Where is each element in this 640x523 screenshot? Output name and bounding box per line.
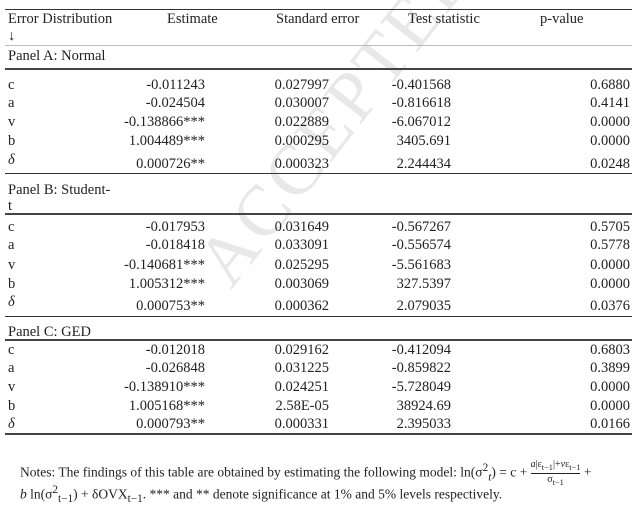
std-error-cell: 0.027997: [274, 77, 329, 93]
header-error-distribution: Error Distribution: [8, 11, 113, 27]
p-value-cell: 0.5705: [590, 219, 630, 235]
header-p-value: p-value: [540, 11, 584, 27]
p-value-cell: 0.6803: [590, 342, 630, 358]
param-label: b: [8, 276, 16, 292]
down-arrow-icon: ↓: [8, 28, 16, 44]
p-value-cell: 0.6880: [590, 77, 630, 93]
header-test-statistic: Test statistic: [408, 11, 480, 27]
estimate-cell: -0.138910***: [124, 379, 205, 395]
std-error-cell: 0.033091: [274, 237, 329, 253]
std-error-cell: 0.024251: [274, 379, 329, 395]
estimate-cell: 1.004489***: [128, 133, 205, 149]
panel-bottom-rule: [5, 433, 632, 435]
panel-title: Panel B: Student-: [8, 182, 111, 198]
param-label: a: [8, 360, 15, 376]
param-label: c: [8, 342, 15, 358]
std-error-cell: 0.000331: [274, 416, 329, 432]
p-value-cell: 0.0376: [590, 298, 630, 314]
p-value-cell: 0.0000: [590, 398, 630, 414]
estimate-cell: -0.026848: [145, 360, 205, 376]
test-statistic-cell: -6.067012: [391, 114, 451, 130]
header-divider: [5, 45, 632, 46]
table-notes-line2: b ln(σ2t−1) + δOVXt−1. *** and ** denote…: [20, 484, 503, 506]
std-error-cell: 0.000295: [274, 133, 329, 149]
p-value-cell: 0.0000: [590, 276, 630, 292]
panel-title-continued: t: [8, 198, 13, 214]
panel-title: Panel C: GED: [8, 324, 91, 340]
header-estimate: Estimate: [167, 11, 218, 27]
panel-rule: [5, 213, 632, 215]
p-value-cell: 0.4141: [590, 95, 630, 111]
param-label: a: [8, 95, 15, 111]
std-error-cell: 0.000362: [274, 298, 329, 314]
test-statistic-cell: 2.395033: [396, 416, 451, 432]
std-error-cell: 0.031225: [274, 360, 329, 376]
std-error-cell: 0.031649: [274, 219, 329, 235]
test-statistic-cell: 2.244434: [396, 156, 451, 172]
estimate-cell: 0.000753**: [136, 298, 205, 314]
p-value-cell: 0.3899: [590, 360, 630, 376]
test-statistic-cell: -0.401568: [391, 77, 451, 93]
test-statistic-cell: -5.561683: [391, 257, 451, 273]
param-label: b: [8, 133, 16, 149]
p-value-cell: 0.0166: [590, 416, 630, 432]
param-label: c: [8, 77, 15, 93]
param-label: v: [8, 379, 16, 395]
estimate-cell: -0.012018: [145, 342, 205, 358]
header-standard-error: Standard error: [276, 11, 360, 27]
test-statistic-cell: 327.5397: [396, 276, 451, 292]
param-label: δ: [8, 416, 15, 432]
std-error-cell: 0.000323: [274, 156, 329, 172]
param-label: δ: [8, 294, 15, 310]
table-notes-line1: Notes: The findings of this table are ob…: [20, 459, 592, 487]
test-statistic-cell: 2.079035: [396, 298, 451, 314]
std-error-cell: 0.025295: [274, 257, 329, 273]
top-rule: [5, 9, 632, 10]
estimate-cell: 1.005168***: [128, 398, 205, 414]
estimate-cell: -0.011243: [146, 77, 205, 93]
param-label: c: [8, 219, 15, 235]
std-error-cell: 2.58E-05: [275, 398, 329, 414]
test-statistic-cell: 3405.691: [396, 133, 451, 149]
estimate-cell: -0.018418: [145, 237, 205, 253]
p-value-cell: 0.0248: [590, 156, 630, 172]
test-statistic-cell: -0.816618: [391, 95, 451, 111]
std-error-cell: 0.029162: [274, 342, 329, 358]
p-value-cell: 0.5778: [590, 237, 630, 253]
param-label: b: [8, 398, 16, 414]
panel-rule: [5, 339, 632, 341]
estimate-cell: 0.000793**: [136, 416, 205, 432]
param-label: a: [8, 237, 15, 253]
param-label: δ: [8, 152, 15, 168]
model-fraction: a|εt−1|+vεt−1 σt−1: [530, 459, 581, 487]
estimate-cell: -0.138866***: [124, 114, 205, 130]
estimate-cell: -0.024504: [145, 95, 205, 111]
test-statistic-cell: -5.728049: [391, 379, 451, 395]
param-label: v: [8, 114, 16, 130]
estimate-cell: -0.017953: [145, 219, 205, 235]
panel-bottom-rule: [5, 173, 632, 174]
panel-bottom-rule: [5, 316, 632, 317]
param-label: v: [8, 257, 16, 273]
std-error-cell: 0.022889: [274, 114, 329, 130]
test-statistic-cell: -0.556574: [391, 237, 451, 253]
panel-title: Panel A: Normal: [8, 48, 106, 64]
panel-rule: [5, 68, 632, 70]
test-statistic-cell: 38924.69: [396, 398, 451, 414]
test-statistic-cell: -0.567267: [391, 219, 451, 235]
test-statistic-cell: -0.412094: [391, 342, 451, 358]
estimate-cell: 0.000726**: [136, 156, 205, 172]
p-value-cell: 0.0000: [590, 379, 630, 395]
p-value-cell: 0.0000: [590, 257, 630, 273]
std-error-cell: 0.003069: [274, 276, 329, 292]
estimate-cell: -0.140681***: [124, 257, 205, 273]
estimate-cell: 1.005312***: [128, 276, 205, 292]
p-value-cell: 0.0000: [590, 133, 630, 149]
p-value-cell: 0.0000: [590, 114, 630, 130]
test-statistic-cell: -0.859822: [391, 360, 451, 376]
std-error-cell: 0.030007: [274, 95, 329, 111]
